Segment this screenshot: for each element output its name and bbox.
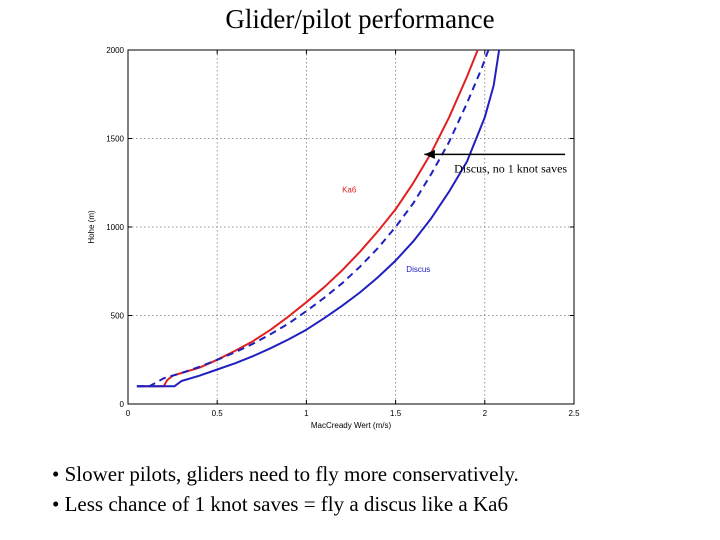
bullet-item: • Less chance of 1 knot saves = fly a di… (52, 492, 508, 516)
y-tick-label: 1500 (106, 135, 124, 144)
x-axis-label: MacCready Wert (m/s) (311, 421, 392, 430)
y-tick-label: 500 (111, 312, 125, 321)
x-tick-label: 2.5 (568, 409, 580, 418)
x-tick-label: 2 (483, 409, 488, 418)
y-tick-label: 0 (120, 400, 125, 409)
series-line-discus-no-1-knot-saves (136, 49, 490, 388)
y-tick-label: 2000 (106, 46, 124, 55)
bullet-list: • Slower pilots, gliders need to fly mor… (52, 459, 519, 519)
y-axis-label: Hohe (m) (87, 210, 96, 244)
annotation-text: Discus, no 1 knot saves (454, 161, 567, 175)
y-tick-label: 1000 (106, 223, 124, 232)
slide-title: Glider/pilot performance (225, 4, 495, 34)
x-tick-label: 1 (304, 409, 309, 418)
bullet-item: • Slower pilots, gliders need to fly mor… (52, 462, 519, 486)
x-tick-label: 0.5 (212, 409, 224, 418)
x-tick-label: 1.5 (390, 409, 402, 418)
series-label: Discus (406, 265, 430, 274)
plot-area (127, 49, 575, 405)
x-tick-label: 0 (126, 409, 131, 418)
series-label: Ka6 (342, 185, 357, 194)
series-line-discus (136, 49, 501, 388)
